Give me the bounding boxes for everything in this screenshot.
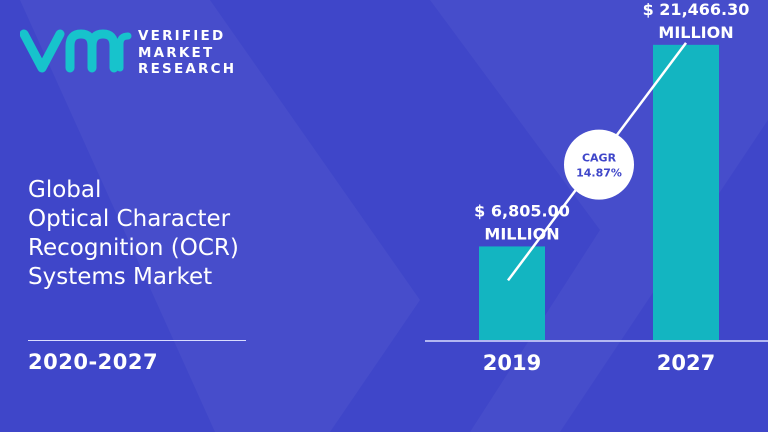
cagr-value: 14.87% bbox=[576, 167, 622, 180]
category-label-2027: 2027 bbox=[657, 351, 715, 375]
vmr-logo-icon bbox=[20, 29, 132, 73]
category-label-2019: 2019 bbox=[483, 351, 541, 375]
brand-logo: VERIFIED MARKET RESEARCH bbox=[20, 22, 240, 82]
title-line: Global bbox=[28, 177, 102, 203]
brand-name: VERIFIED MARKET RESEARCH bbox=[138, 28, 236, 78]
cagr-badge bbox=[564, 129, 634, 200]
forecast-period: 2020-2027 bbox=[28, 350, 159, 374]
brand-line-research: RESEARCH bbox=[138, 61, 237, 77]
data-label-2019: $ 6,805.00 bbox=[474, 201, 570, 220]
data-label-2027: MILLION bbox=[658, 23, 733, 42]
bar-2019 bbox=[479, 246, 545, 340]
brand-line-market: MARKET bbox=[138, 44, 215, 61]
cagr-label: CAGR bbox=[582, 152, 617, 165]
report-title: Global Optical Character Recognition (OC… bbox=[28, 176, 328, 292]
title-line: Optical Character bbox=[28, 206, 231, 232]
title-divider bbox=[28, 340, 246, 341]
bar-2027 bbox=[653, 44, 719, 340]
brand-line-verified: VERIFIED bbox=[138, 28, 226, 44]
title-line: Systems Market bbox=[28, 264, 213, 290]
data-label-2027: $ 21,466.30 bbox=[643, 0, 750, 19]
title-line: Recognition (OCR) bbox=[28, 235, 239, 261]
